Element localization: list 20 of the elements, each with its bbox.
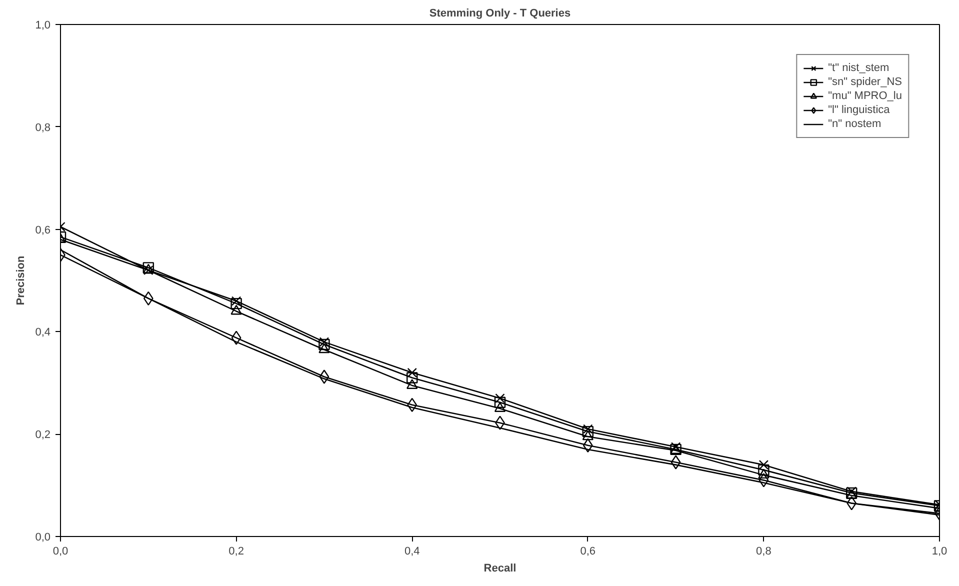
- y-tick-label: 0,0: [35, 532, 51, 544]
- x-tick-label: 0,6: [580, 546, 596, 558]
- legend-label: "sn" spider_NS: [828, 75, 902, 89]
- y-tick-label: 0,8: [35, 122, 51, 134]
- legend-label: "mu" MPRO_lu: [828, 89, 902, 103]
- x-tick-label: 0,4: [404, 546, 420, 558]
- x-tick-label: 0,0: [52, 546, 68, 558]
- y-tick-label: 0,2: [35, 429, 51, 442]
- legend-label: "n" nostem: [828, 117, 882, 131]
- x-tick-label: 0,2: [228, 546, 244, 558]
- x-axis-title: Recall: [484, 562, 516, 574]
- x-tick-label: 1,0: [932, 546, 948, 558]
- y-tick-label: 1,0: [35, 20, 51, 32]
- chart-title: Stemming Only - T Queries: [429, 8, 571, 20]
- y-tick-label: 0,4: [35, 326, 51, 339]
- x-tick-label: 0,8: [756, 546, 772, 558]
- legend-label: "t" nist_stem: [828, 61, 890, 75]
- y-tick-label: 0,6: [35, 224, 51, 236]
- y-axis-title: Precision: [15, 255, 28, 306]
- legend-label: "l" linguistica: [828, 103, 890, 117]
